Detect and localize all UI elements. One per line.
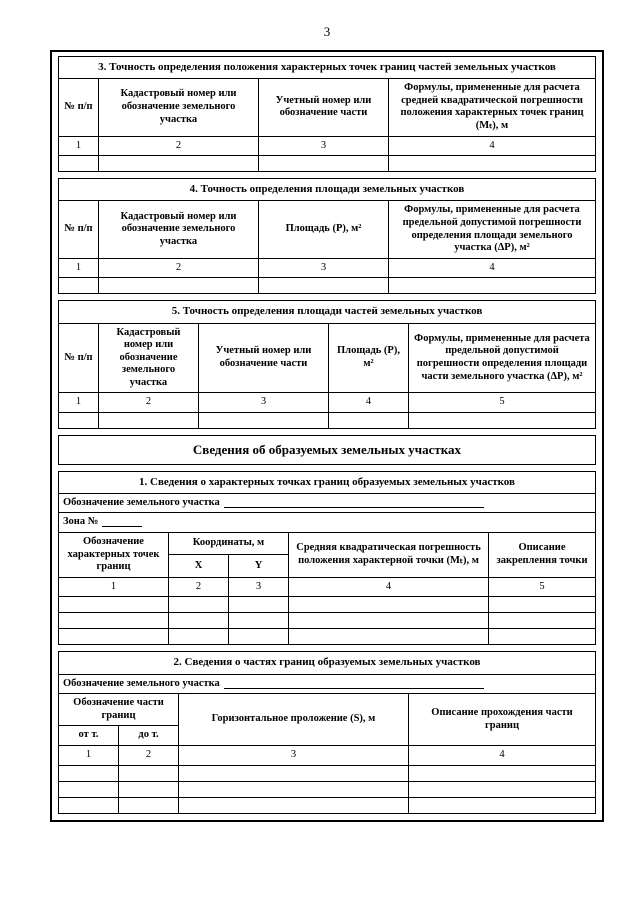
t5-col-2: Кадастровый номер или обозначение земель… [99,323,199,393]
t5-col-1: № п/п [59,323,99,393]
t3-num-3: 3 [259,136,389,156]
s1-zone-blank [102,516,142,527]
t3-num-1: 1 [59,136,99,156]
t5-col-5: Формулы, примененные для расчета предель… [409,323,596,393]
t4-num-1: 1 [59,258,99,278]
s1-col-4: Описание закрепления точки [489,533,596,578]
t3-title: 3. Точность определения положения характ… [59,57,596,79]
s1-num-1: 1 [59,577,169,597]
s2-parcel-blank [224,678,484,689]
t3-col-3: Учетный номер или обозначение части [259,79,389,136]
s2-parcel-label: Обозначение земельного участка [63,678,220,689]
t4-num-2: 2 [99,258,259,278]
s1-zone-label: Зона № [63,516,98,527]
section-1: 1. Сведения о характерных точках границ … [58,471,596,646]
s2-col-1b: до т. [119,726,179,746]
t3-num-2: 2 [99,136,259,156]
form-outer: 3. Точность определения положения характ… [50,50,604,822]
t5-col-3: Учетный номер или обозначение части [199,323,329,393]
s1-col-1: Обозначение характерных точек границ [59,533,169,578]
s2-num-3: 3 [179,745,409,765]
s1-col-2: Координаты, м [169,533,289,555]
t3-col-4: Формулы, примененные для расчета средней… [389,79,596,136]
s1-parcel-blank [224,497,484,508]
t3-num-4: 4 [389,136,596,156]
s1-num-2: 2 [169,577,229,597]
s1-zone-row: Зона № [59,513,596,533]
main-section-title: Сведения об образуемых земельных участка… [59,436,596,465]
s1-col-3: Средняя квадратическая погрешность полож… [289,533,489,578]
section-2: 2. Сведения о частях границ образуемых з… [58,651,596,813]
s1-parcel-row: Обозначение земельного участка [59,493,596,513]
table-5: 5. Точность определения площади частей з… [58,300,596,429]
t5-num-5: 5 [409,393,596,413]
s1-col-2y: Y [229,555,289,577]
s1-num-3: 3 [229,577,289,597]
t4-num-3: 3 [259,258,389,278]
s1-num-5: 5 [489,577,596,597]
table-3: 3. Точность определения положения характ… [58,56,596,172]
table-4: 4. Точность определения площади земельны… [58,178,596,294]
page-number: 3 [50,24,604,40]
t5-num-2: 2 [99,393,199,413]
t5-col-4: Площадь (P), м² [329,323,409,393]
t4-num-4: 4 [389,258,596,278]
s2-col-2: Горизонтальное проложение (S), м [179,694,409,746]
t4-col-1: № п/п [59,201,99,258]
t4-col-2: Кадастровый номер или обозначение земель… [99,201,259,258]
t3-col-1: № п/п [59,79,99,136]
s1-num-4: 4 [289,577,489,597]
s2-col-1: Обозначение части границ [59,694,179,726]
t4-title: 4. Точность определения площади земельны… [59,179,596,201]
s1-col-2x: X [169,555,229,577]
t5-num-1: 1 [59,393,99,413]
s1-title: 1. Сведения о характерных точках границ … [59,471,596,493]
t3-col-2: Кадастровый номер или обозначение земель… [99,79,259,136]
t4-col-4: Формулы, примененные для расчета предель… [389,201,596,258]
s2-num-4: 4 [409,745,596,765]
s2-title: 2. Сведения о частях границ образуемых з… [59,652,596,674]
t4-col-3: Площадь (P), м² [259,201,389,258]
s1-parcel-label: Обозначение земельного участка [63,497,220,508]
t5-num-3: 3 [199,393,329,413]
t5-num-4: 4 [329,393,409,413]
t5-title: 5. Точность определения площади частей з… [59,301,596,323]
s2-num-1: 1 [59,745,119,765]
s2-col-1a: от т. [59,726,119,746]
s2-parcel-row: Обозначение земельного участка [59,674,596,694]
main-section-row: Сведения об образуемых земельных участка… [58,435,596,465]
s2-num-2: 2 [119,745,179,765]
s2-col-3: Описание прохождения части границ [409,694,596,746]
